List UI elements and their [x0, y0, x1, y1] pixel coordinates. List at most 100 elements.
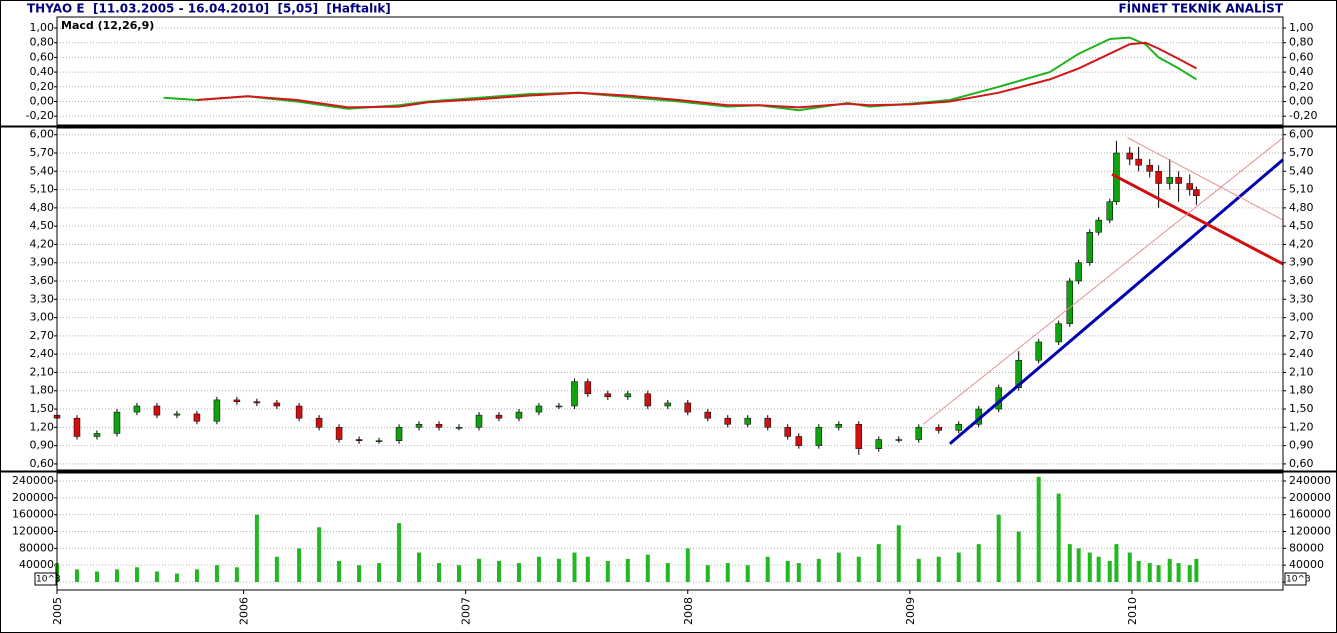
y-tick-label: 5,70	[1289, 146, 1314, 159]
volume-bar	[536, 556, 541, 583]
candle-body	[795, 436, 803, 446]
volume-bar	[745, 565, 750, 583]
panel-frame	[56, 16, 1284, 126]
volume-bar	[916, 558, 921, 583]
candle-body	[295, 405, 303, 419]
volume-bar	[1087, 552, 1092, 583]
candle-body	[1146, 164, 1153, 172]
panel-frame	[56, 472, 1284, 591]
volume-bar	[1016, 531, 1021, 583]
y-tick-label: 3,60	[30, 274, 55, 287]
volume-bar	[665, 563, 670, 583]
unit-box	[34, 572, 57, 586]
y-tick-label: 160000	[12, 508, 54, 521]
candle-body	[415, 424, 423, 428]
candle-body	[895, 439, 903, 441]
y-tick-label: 4,50	[30, 219, 55, 232]
candle-body	[1175, 177, 1182, 184]
volume-bar	[816, 558, 821, 583]
y-tick-label: 2,10	[1289, 365, 1314, 378]
y-tick-label: 3,30	[1289, 292, 1314, 305]
volume-bar	[876, 544, 881, 583]
candle-body	[435, 424, 443, 428]
volume-bar	[836, 552, 841, 583]
candle-body	[455, 427, 463, 429]
volume-bar	[457, 565, 462, 583]
candle-body	[73, 417, 81, 437]
volume-bar	[194, 569, 199, 583]
y-tick-label: 2,10	[30, 365, 55, 378]
y-tick-label: 0,60	[30, 50, 55, 63]
candle-body	[764, 417, 771, 428]
y-tick-label: 0,90	[1289, 439, 1314, 452]
candle-body	[375, 440, 383, 442]
y-tick-label: -0,20	[26, 109, 54, 122]
volume-bar	[585, 556, 590, 583]
candle-body	[1035, 341, 1042, 361]
candle-body	[1075, 262, 1082, 282]
volume-bar	[996, 514, 1001, 583]
y-tick-label: 1,80	[30, 384, 55, 397]
y-tick-label: 0,20	[1289, 80, 1314, 93]
candle-body	[233, 399, 241, 402]
volume-bar	[976, 544, 981, 583]
y-tick-label: 240000	[1289, 474, 1331, 487]
y-tick-label: 2,40	[30, 347, 55, 360]
volume-bar	[1147, 563, 1152, 583]
volume-bar	[214, 565, 219, 583]
volume-bar	[1056, 493, 1061, 583]
volume-bar	[254, 514, 259, 583]
y-tick-label: 2,70	[30, 329, 55, 342]
y-tick-label: 1,20	[30, 420, 55, 433]
y-tick-label: 0,00	[30, 94, 55, 107]
candle-body	[584, 381, 592, 395]
candle-body	[1166, 177, 1173, 184]
candle-body	[571, 381, 578, 407]
volume-bar	[114, 569, 119, 583]
y-tick-label: 0,20	[30, 80, 55, 93]
x-tick-label: 2006	[238, 597, 251, 625]
candle-body	[644, 393, 652, 407]
candle-body	[1135, 158, 1142, 166]
volume-bar	[134, 567, 139, 583]
volume-bar	[956, 552, 961, 583]
x-tick-label: 2009	[904, 597, 917, 625]
volume-bar	[1036, 476, 1041, 583]
volume-bar	[94, 571, 99, 583]
y-tick-label: 160000	[1289, 508, 1331, 521]
candle-body	[835, 424, 843, 428]
volume-bar	[705, 565, 710, 583]
trend-line	[1127, 137, 1284, 221]
volume-bar	[645, 554, 650, 583]
y-tick-label: 1,80	[1289, 384, 1314, 397]
candle-body	[624, 393, 632, 398]
candle-body	[173, 413, 181, 416]
trend-line	[922, 137, 1284, 425]
panel-frame	[56, 127, 1284, 471]
y-tick-label: 120000	[12, 525, 54, 538]
volume-bar	[476, 558, 481, 583]
y-tick-label: 5,70	[30, 146, 55, 159]
y-tick-label: 3,00	[30, 311, 55, 324]
y-tick-label: 2,70	[1289, 329, 1314, 342]
volume-bar	[1127, 552, 1132, 583]
y-tick-label: 4,80	[30, 201, 55, 214]
volume-bar	[1096, 556, 1101, 583]
volume-bar	[896, 525, 901, 583]
unit-label: 10^3	[1286, 575, 1311, 585]
volume-bar	[765, 556, 770, 583]
volume-bar	[74, 569, 79, 583]
volume-bar	[154, 571, 159, 583]
volume-bar	[417, 552, 422, 583]
y-tick-label: 5,10	[30, 183, 55, 196]
candle-body	[475, 414, 483, 428]
y-tick-label: 40000	[1289, 558, 1324, 571]
y-tick-label: 6,00	[30, 128, 55, 141]
y-tick-label: 3,60	[1289, 274, 1314, 287]
candle-body	[1106, 201, 1114, 221]
volume-bar	[936, 556, 941, 583]
candle-body	[915, 427, 923, 440]
volume-bar	[516, 563, 521, 583]
